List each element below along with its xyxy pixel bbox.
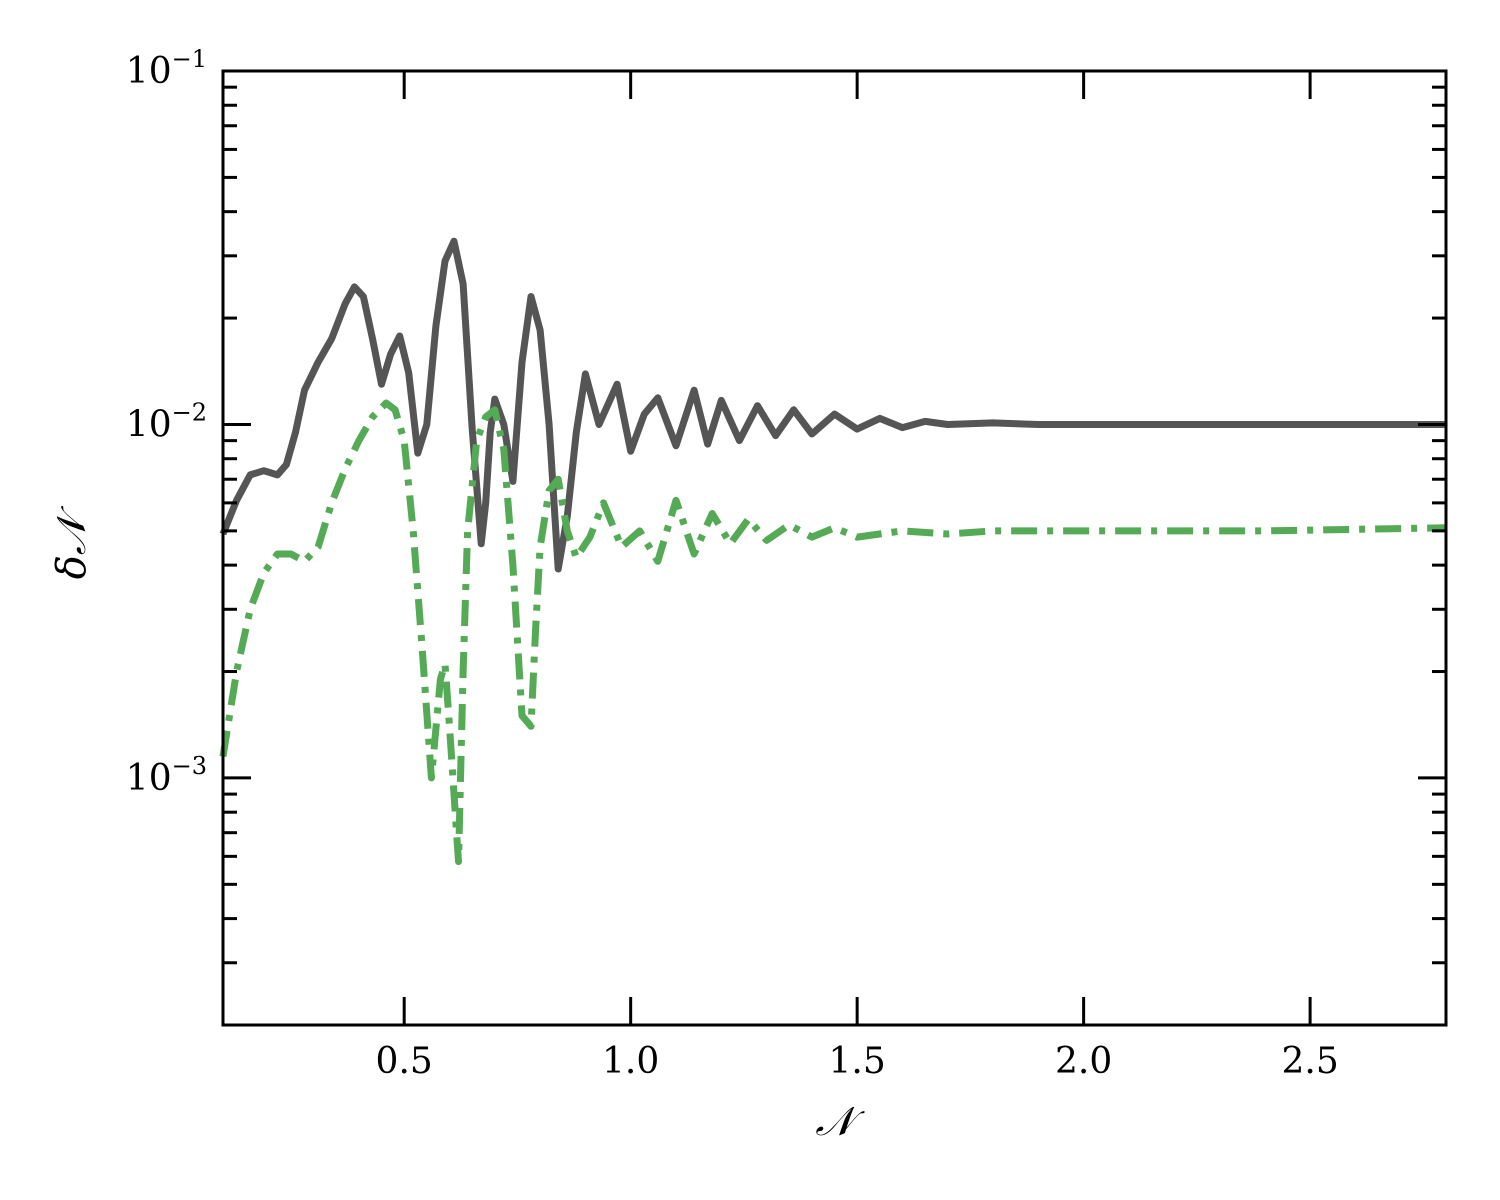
y-tick-label: 10−3 — [126, 752, 207, 799]
tick-layer: 0.5 1.0 1.5 2.0 2.5 10−3 10−2 10−1 — [126, 45, 1446, 1082]
series-line-2 — [219, 399, 1447, 866]
x-tick-label: 0.5 — [376, 1041, 433, 1082]
x-tick-label: 1.0 — [602, 1041, 659, 1082]
x-tick-label: 2.0 — [1055, 1041, 1112, 1082]
series-line-1 — [219, 237, 1446, 573]
y-tick-label: 10−1 — [126, 45, 207, 92]
x-tick-label: 1.5 — [829, 1041, 886, 1082]
series-layer — [219, 237, 1447, 866]
plot-frame — [221, 69, 1448, 1027]
x-tick-label: 2.5 — [1281, 1041, 1338, 1082]
y-tick-label: 10−2 — [126, 398, 207, 445]
y-axis-label: δ𝒩 — [49, 505, 95, 579]
x-axis-label: 𝒩 — [815, 1099, 865, 1145]
